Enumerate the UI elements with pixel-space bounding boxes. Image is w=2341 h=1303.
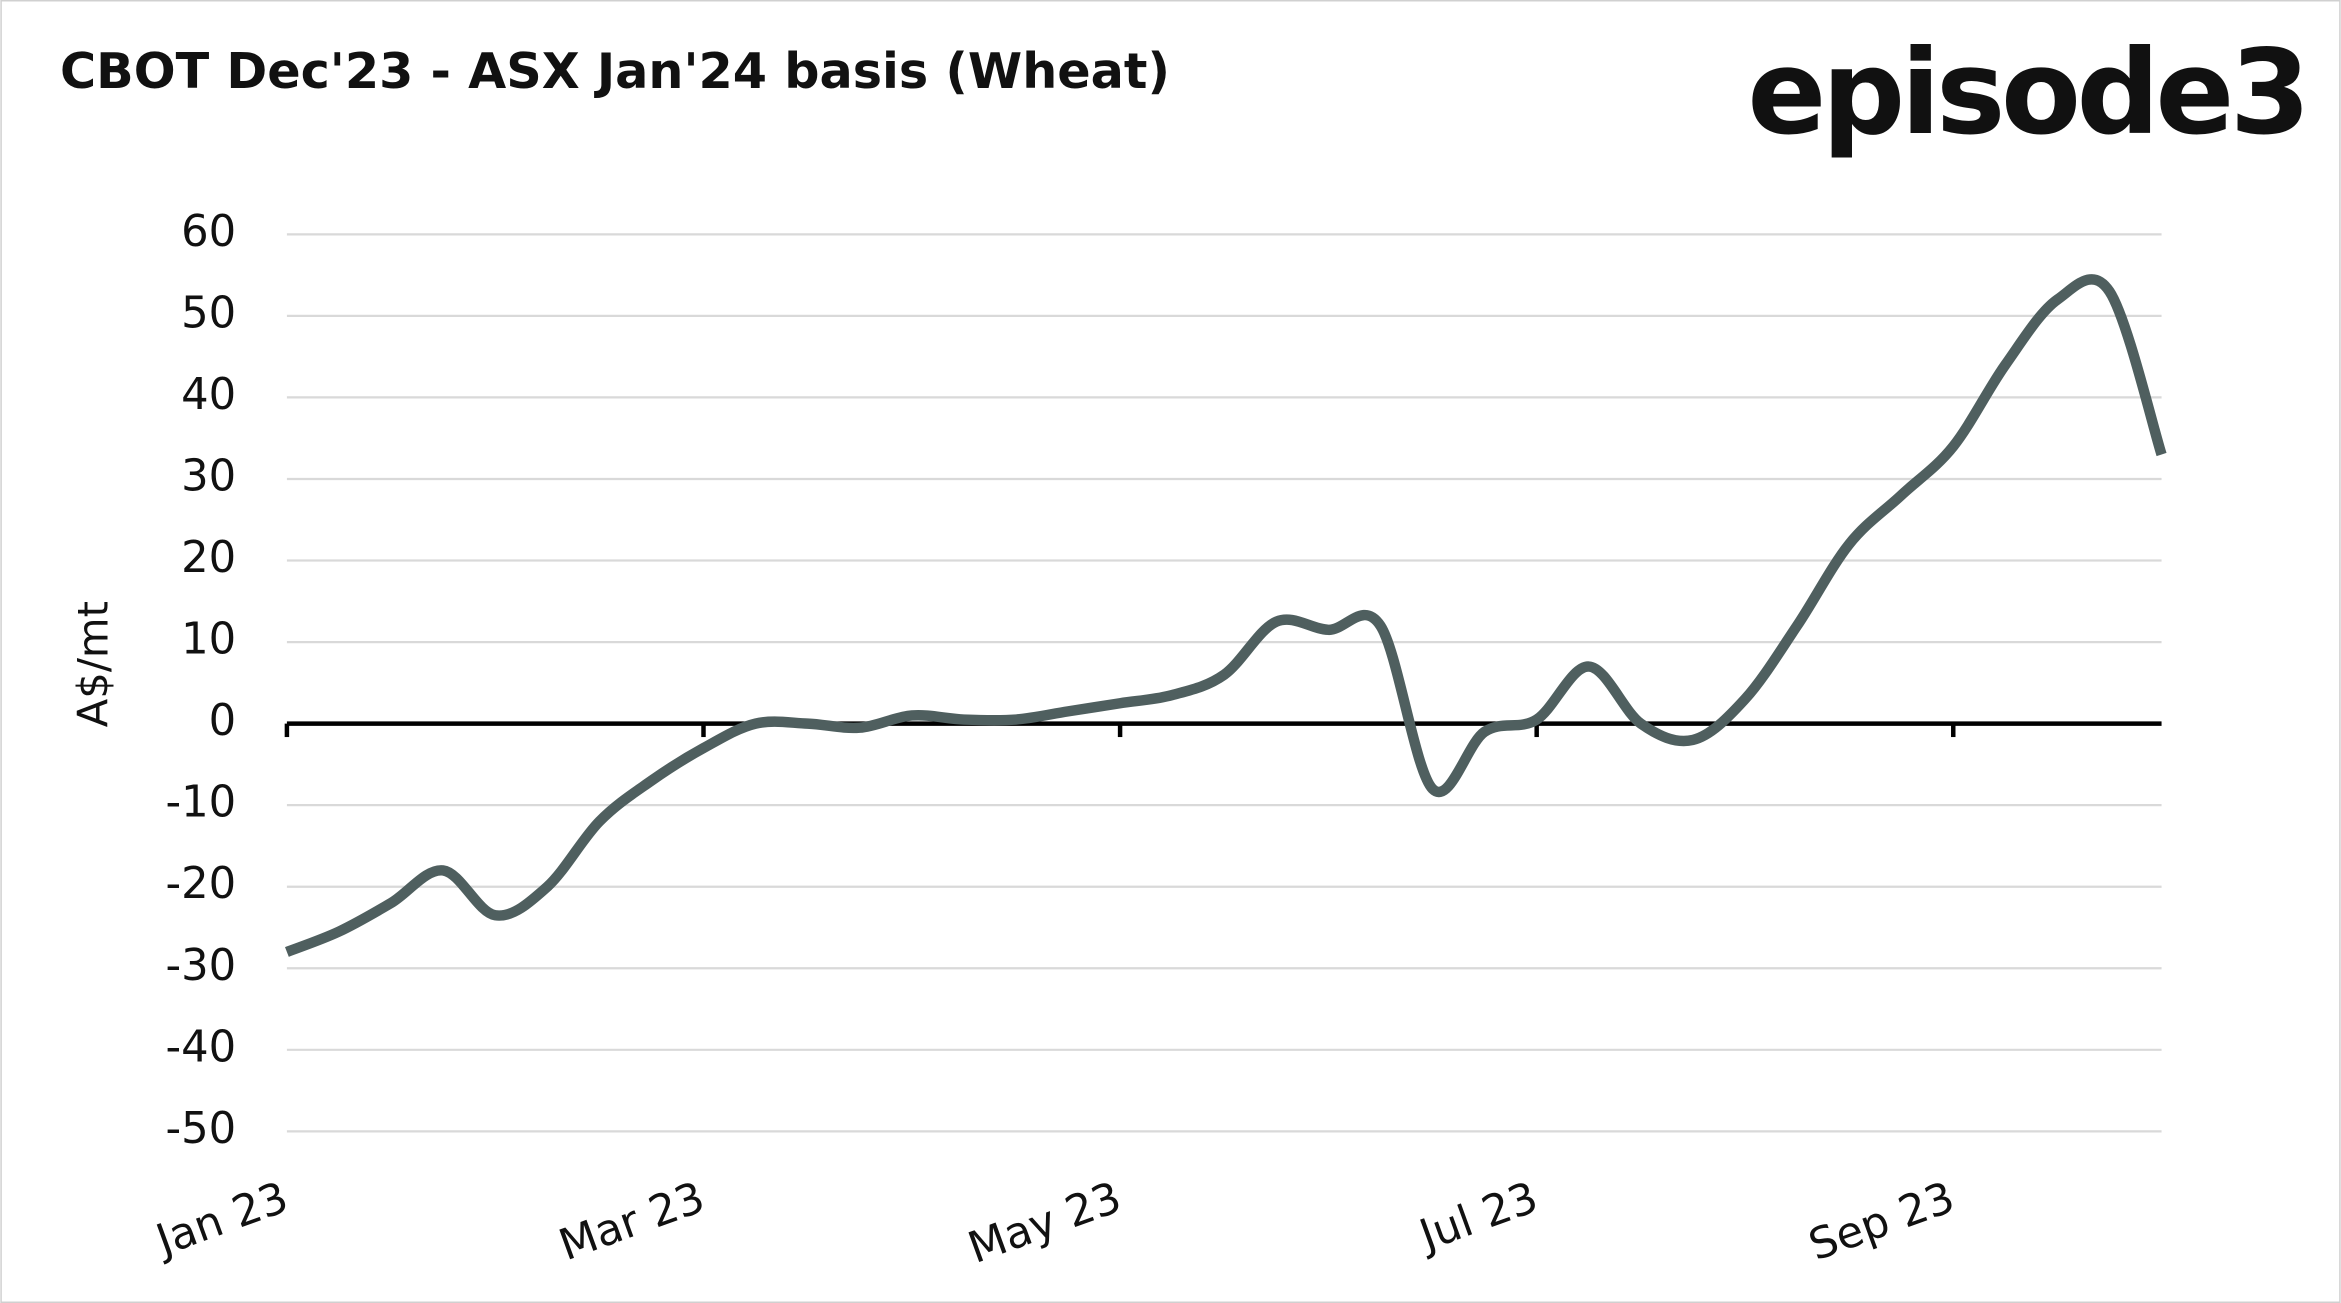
y-tick-label: 50: [181, 288, 236, 338]
y-tick-label: 10: [181, 615, 236, 665]
y-tick-label: 40: [181, 370, 236, 420]
y-tick-label: -20: [165, 859, 236, 909]
y-tick-label: 30: [181, 451, 236, 501]
logo: episode3: [1747, 26, 2306, 161]
y-tick-label: 0: [209, 696, 237, 746]
y-tick-label: -50: [165, 1104, 236, 1154]
y-tick-label: 60: [181, 207, 236, 257]
y-tick-label: 20: [181, 533, 236, 583]
y-axis-label: A$/mt: [68, 601, 117, 727]
y-tick-label: -30: [165, 941, 236, 991]
y-tick-label: -40: [165, 1022, 236, 1072]
y-tick-label: -10: [165, 778, 236, 828]
data-line: [285, 274, 2167, 957]
chart-title: CBOT Dec'23 - ASX Jan'24 basis (Wheat): [60, 42, 1170, 100]
